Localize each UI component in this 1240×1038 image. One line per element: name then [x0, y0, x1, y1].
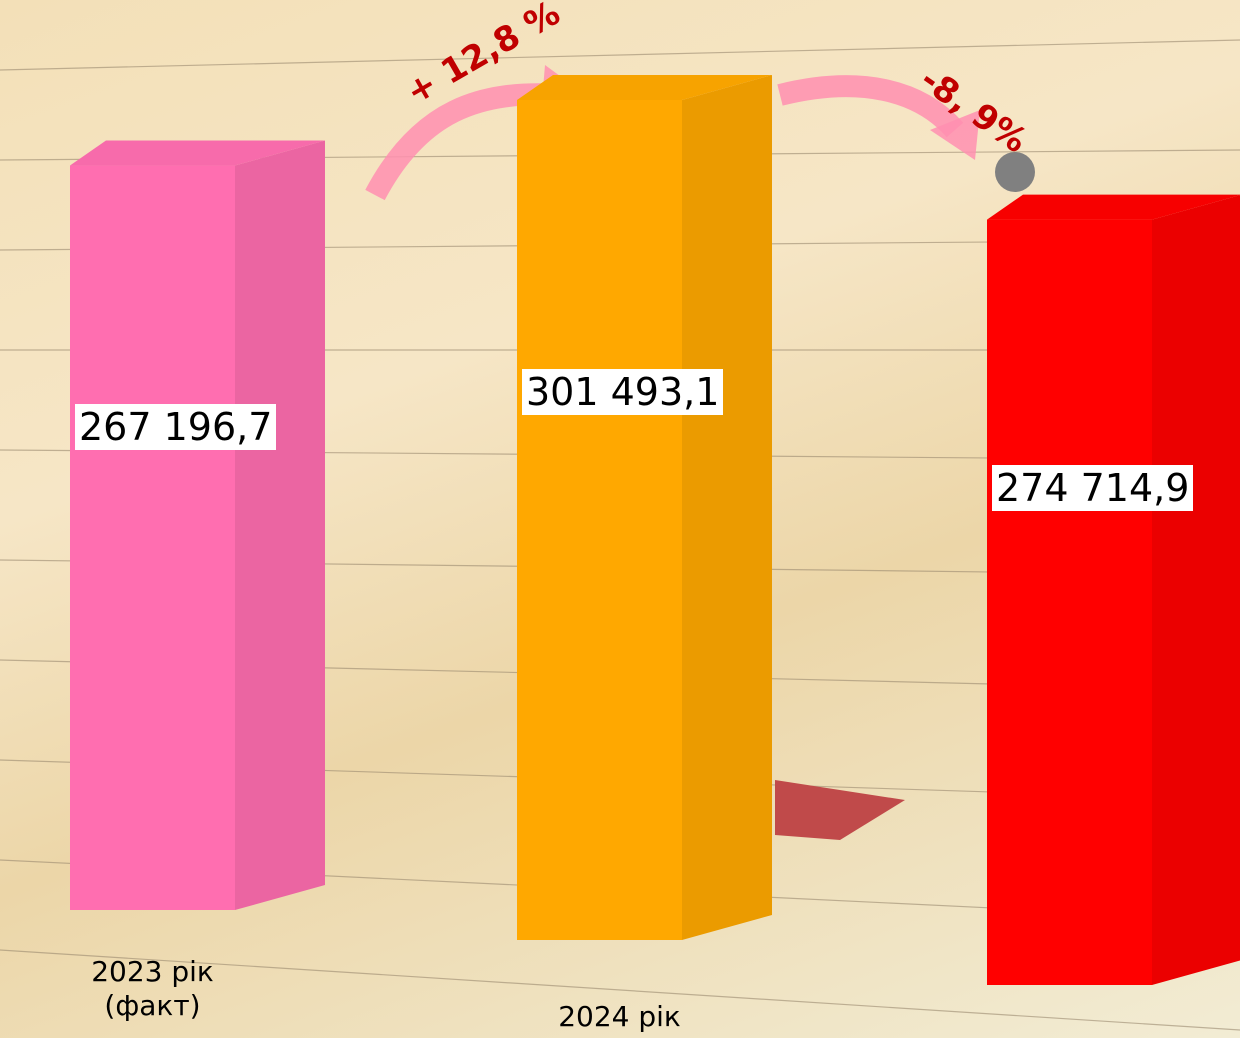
x-tick-label: 2024 рік: [540, 1000, 700, 1034]
value-label: 301 493,1: [522, 369, 723, 415]
bar: [517, 100, 682, 940]
bar: [987, 220, 1152, 985]
x-tick-label: 2023 рік (факт): [73, 955, 233, 1023]
marker-dot: [995, 152, 1035, 192]
bar-side: [1152, 195, 1240, 985]
bar: [70, 166, 235, 910]
chart: + 12,8 % -8, 9% 267 196,7 2023 рік (факт)…: [0, 0, 1240, 1038]
bar-side: [682, 75, 772, 940]
value-label: 267 196,7: [75, 404, 276, 450]
value-label: 274 714,9: [992, 465, 1193, 511]
bar-side: [235, 141, 325, 910]
chart-svg: + 12,8 % -8, 9%: [0, 0, 1240, 1038]
